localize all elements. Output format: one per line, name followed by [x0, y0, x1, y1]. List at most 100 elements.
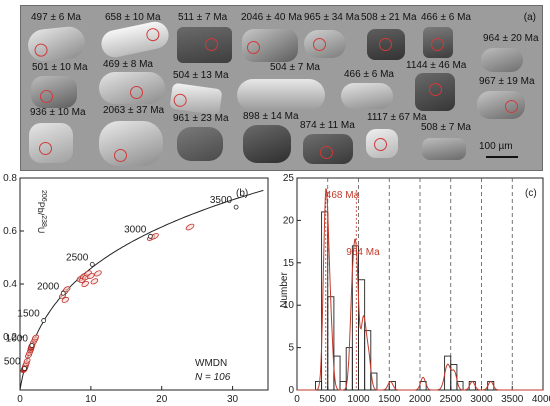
histogram-peak-labels: 468 Ma 964 Ma [325, 190, 380, 390]
histogram-dashed-lines [327, 178, 513, 390]
zircon-grain [177, 27, 232, 63]
zircon-age-label: 898 ± 14 Ma [243, 111, 299, 122]
peak-age-label: 468 Ma [326, 190, 360, 201]
concordia-ellipse [81, 280, 89, 288]
zircon-grain [477, 91, 525, 119]
zircon-age-label: 497 ± 6 Ma [31, 12, 81, 23]
zircon-grain [422, 138, 466, 160]
zircon-age-label: 501 ± 10 Ma [32, 62, 88, 73]
zircon-grain [303, 134, 353, 164]
y-tick-label: 10 [283, 300, 295, 311]
concordia-age-marker [29, 343, 35, 348]
y-tick-label: 0.8 [3, 173, 17, 184]
concordia-ellipse [61, 296, 69, 303]
zircon-grain [237, 79, 325, 111]
zircon-age-label: 466 ± 6 Ma [421, 12, 471, 23]
zircon-age-label: 961 ± 23 Ma [173, 113, 229, 124]
zircon-grain [99, 72, 165, 104]
concordia-ellipse [90, 278, 99, 285]
histogram-bars [315, 211, 495, 391]
y-tick-label: 0.4 [3, 279, 17, 290]
peak-age-label: 964 Ma [346, 247, 380, 258]
histogram-bar [456, 381, 464, 391]
concordia-age-label: 1500 [17, 309, 40, 320]
histogram-bar [468, 381, 476, 391]
panel-c-label: (c) [525, 188, 537, 199]
zircon-grain [31, 76, 77, 108]
zircon-grain [177, 127, 223, 161]
y-tick-label: 5 [288, 343, 294, 354]
zircon-age-label: 2063 ± 37 Ma [103, 105, 165, 116]
zircon-age-label: 504 ± 13 Ma [173, 70, 229, 81]
histogram-y-axis-label: Number [279, 272, 290, 308]
zircon-grain [423, 27, 453, 58]
concordia-y-axis-label: 206Pb/238U [36, 190, 47, 233]
concordia-ellipse [23, 357, 31, 364]
x-tick-label: 0 [17, 394, 23, 405]
concordia-ellipse [32, 334, 40, 341]
concordia-age-marker [22, 366, 27, 371]
zircon-grain [169, 82, 223, 116]
zircon-age-label: 874 ± 11 Ma [300, 120, 355, 131]
x-tick-label: 0 [294, 394, 300, 405]
zircon-age-label: 1144 ± 46 Ma [406, 60, 467, 71]
zircon-age-label: 466 ± 6 Ma [344, 69, 394, 80]
zircon-age-label: 658 ± 10 Ma [105, 12, 161, 23]
x-tick-label: 3000 [470, 394, 493, 405]
concordia-age-label: 3000 [124, 224, 147, 235]
concordia-age-marks: 500 1000 1500 2000 2500 3000 3500 [4, 195, 239, 371]
concordia-ellipses [20, 223, 195, 374]
x-tick-label: 3500 [501, 394, 524, 405]
concordia-age-marker [60, 290, 66, 296]
y-tick-label: 0.6 [3, 226, 17, 237]
zircon-grain [304, 30, 346, 58]
x-tick-label: 20 [156, 394, 168, 405]
concordia-age-label: 3500 [210, 195, 233, 206]
x-tick-label: 10 [85, 394, 97, 405]
zircon-grain [99, 121, 163, 166]
concordia-chart: 0 10 20 30 0.2 0.4 0.6 0.8 500 1000 1500 2000 2500 3… [3, 173, 269, 405]
x-tick-label: 30 [227, 394, 239, 405]
zircon-grain [481, 48, 523, 72]
zircon-age-label: 967 ± 19 Ma [479, 76, 535, 87]
zircon-age-label: 508 ± 21 Ma [361, 12, 417, 23]
concordia-age-label: 1000 [6, 333, 29, 344]
scale-bar [486, 156, 518, 158]
x-tick-label: 1500 [378, 394, 401, 405]
sample-count: N = 106 [195, 372, 231, 383]
x-tick-label: 500 [319, 394, 336, 405]
histogram-bar [370, 372, 378, 391]
zircon-grain [366, 129, 398, 158]
panel-a-label: (a) [523, 12, 536, 23]
zircon-grain [98, 19, 172, 60]
zircon-age-label: 469 ± 8 Ma [103, 59, 153, 70]
zircon-grain [242, 29, 298, 62]
x-tick-label: 2500 [440, 394, 463, 405]
y-tick-label: 15 [283, 258, 295, 269]
histogram-bar [358, 279, 366, 391]
concordia-age-label: 2000 [37, 281, 60, 292]
zircon-age-label: 2046 ± 40 Ma [241, 12, 303, 23]
y-tick-label: 0.2 [3, 332, 17, 343]
histogram-bar [388, 381, 396, 391]
concordia-age-marker [41, 318, 47, 323]
y-tick-label: 0 [288, 385, 294, 396]
zircon-grain [243, 125, 291, 163]
scale-bar-label: 100 µm [479, 141, 513, 152]
zircon-age-label: 504 ± 7 Ma [270, 62, 320, 73]
histogram-bar [444, 355, 452, 391]
zircon-grain [26, 25, 87, 63]
zircon-grain [29, 123, 73, 163]
zircon-age-label: 965 ± 34 Ma [304, 12, 360, 23]
zircon-cl-panel: (a) 497 ± 6 Ma 658 ± 10 Ma 511 ± 7 Ma 20… [20, 5, 543, 171]
concordia-ellipse [185, 223, 195, 231]
concordia-ellipse [94, 270, 102, 277]
sample-name: WMDN [195, 358, 227, 369]
y-tick-label: 25 [283, 173, 295, 184]
zircon-age-label: 511 ± 7 Ma [178, 12, 228, 23]
zircon-age-label: 1117 ± 67 Ma [367, 112, 427, 123]
histogram-bar [419, 381, 427, 391]
concordia-age-marker [89, 261, 95, 267]
panel-b-label: (b) [236, 188, 248, 199]
